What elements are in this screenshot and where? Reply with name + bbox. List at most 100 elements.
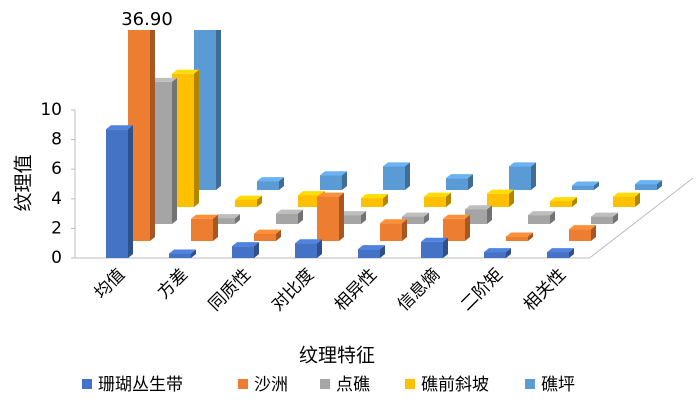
bar [443,218,465,241]
bar-group [465,205,492,224]
bar-side [194,69,199,207]
bar-side [150,30,155,241]
bar [383,166,405,190]
bar [106,129,128,258]
bar [591,216,613,224]
bar [446,178,468,190]
bar [213,218,235,224]
bar-side [383,194,388,207]
bar-side [257,195,262,207]
bar [506,236,528,241]
bar-group [569,225,596,241]
bar-group [213,214,240,224]
bar-top [424,192,451,197]
bar-group [358,245,385,258]
bar [487,193,509,207]
bar-group [484,248,511,258]
bar-side [446,192,451,207]
floor-side [589,177,694,259]
bar-group [509,162,536,190]
bar-side [279,177,284,190]
bar-top [213,214,240,219]
bar-group [172,69,199,207]
x-tick-label: 对比度 [268,265,318,315]
value-label: 36.90 [121,9,173,30]
bar-top [569,225,596,230]
bar-top [506,232,533,237]
bar [191,218,213,241]
bar-side [254,242,259,258]
legend-swatch [320,379,330,389]
bar-side [128,125,133,259]
bar [232,246,254,258]
bar [295,243,317,258]
bar-group [591,212,618,224]
bar-group [276,209,303,224]
bar-side [572,197,577,207]
bar-side [487,205,492,224]
bar-top [528,211,555,216]
y-tick-label: 8 [51,130,62,150]
bar-top [550,197,577,202]
bar [484,252,506,258]
x-tick-label: 同质性 [205,265,255,315]
y-tick-label: 0 [51,248,62,268]
bar-group [550,197,577,207]
legend-label: 沙洲 [254,375,288,395]
bar-top [484,248,511,253]
bar-side [528,232,533,241]
bar-group [128,30,155,241]
y-axis-title: 纹理值 [13,154,35,211]
bar-group [424,192,451,207]
x-tick-label: 相异性 [331,265,381,315]
bar-top [295,239,322,244]
bar-group [317,192,344,241]
bar-top [591,212,618,217]
bar [613,196,635,207]
bar-side [339,192,344,241]
bar-top [172,69,199,74]
bar-group [572,181,599,190]
bar-group [257,177,284,190]
bar-top [421,237,448,242]
bar-top [320,171,347,176]
x-tick-label: 方差 [154,265,192,303]
bar-top [380,219,407,224]
legend-swatch [238,379,248,389]
legend-label: 点礁 [336,375,370,395]
bar-side [276,229,281,241]
legend-label: 珊瑚丛生带 [98,375,183,395]
bar-top [169,249,196,254]
bar-side [569,248,574,258]
bar-side [402,219,407,241]
bar-top [509,162,536,167]
bar-group [194,30,221,190]
bar [257,181,279,190]
bar [402,216,424,224]
bar-group [383,162,410,190]
x-axis-title: 纹理特征 [299,345,375,367]
bar-side [531,162,536,190]
bar-side [465,214,470,241]
bar-top [635,180,662,185]
bar [465,209,487,224]
bar-top [317,192,344,197]
bar-top [254,229,281,234]
legend-swatch [525,379,535,389]
bar-top [358,245,385,250]
bar-group [169,249,196,258]
bar-group [402,212,429,224]
bar-group [506,232,533,241]
x-tick-label: 相关性 [520,265,570,315]
bar-group [150,77,177,224]
legend-swatch [405,379,415,389]
y-tick-label: 4 [51,189,62,209]
bar [235,199,257,207]
bar-group [191,214,218,241]
bar-group [547,248,574,258]
bar-side [509,189,514,207]
bar [421,241,443,258]
bar-side [594,181,599,190]
bar [150,81,172,224]
bar [569,229,591,241]
